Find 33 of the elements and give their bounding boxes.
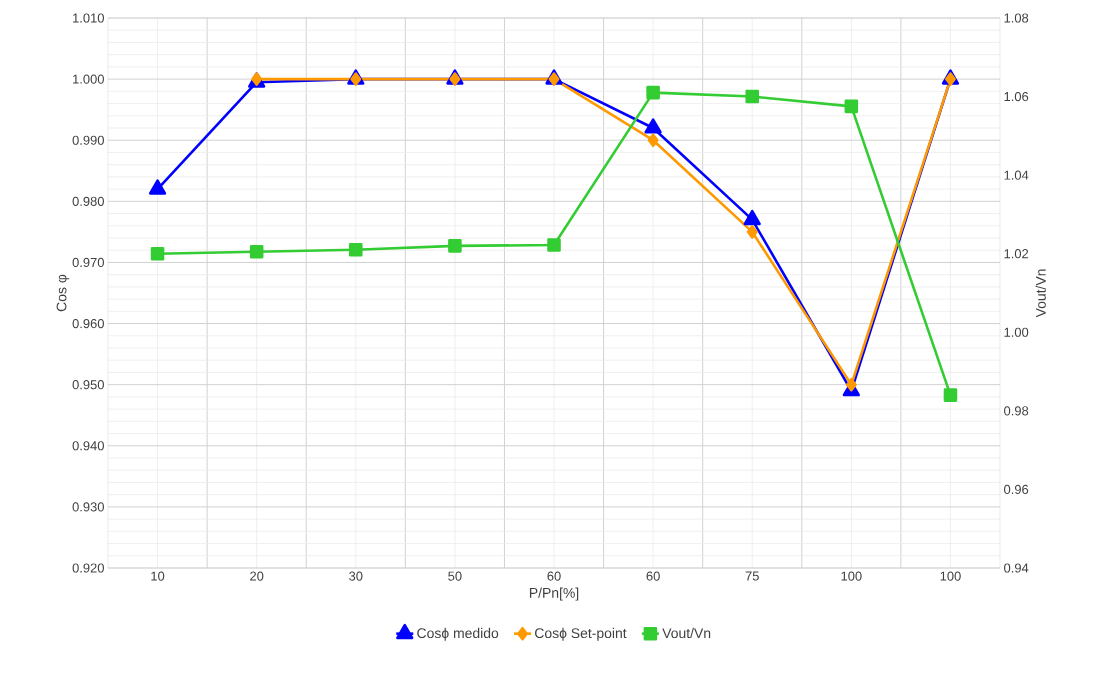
x-tick-label: 50 bbox=[448, 571, 462, 581]
y2-axis-title: Vout/Vn bbox=[1035, 269, 1046, 318]
x-tick-label: 100 bbox=[940, 571, 961, 581]
y-tick-label: 0.970 bbox=[72, 257, 104, 268]
x-axis-title: P/Pn[%] bbox=[529, 587, 579, 601]
legend-label: Cosϕ Set-point bbox=[535, 627, 627, 641]
x-tick-label: 20 bbox=[250, 571, 264, 581]
x-tick-label: 60 bbox=[646, 571, 660, 581]
y2-tick-label: 1.02 bbox=[1004, 249, 1029, 259]
x-tick-label: 30 bbox=[349, 571, 363, 581]
y-tick-label: 0.930 bbox=[72, 502, 104, 512]
y2-tick-label: 0.98 bbox=[1004, 406, 1029, 416]
y-tick-label: 0.940 bbox=[72, 441, 104, 451]
y-tick-label: 0.990 bbox=[72, 135, 104, 145]
x-tick-label: 75 bbox=[745, 571, 759, 581]
y-tick-label: 0.980 bbox=[72, 196, 104, 206]
x-tick-label: 100 bbox=[841, 571, 862, 581]
y-tick-label: 0.960 bbox=[72, 318, 104, 329]
y-axis-title: Cos φ bbox=[56, 274, 70, 312]
y2-tick-label: 0.94 bbox=[1004, 563, 1029, 573]
y2-tick-label: 1.00 bbox=[1004, 327, 1029, 337]
legend-label: Cosϕ medido bbox=[417, 627, 499, 641]
y-tick-label: 0.950 bbox=[72, 380, 104, 390]
y2-tick-label: 0.96 bbox=[1004, 484, 1029, 495]
y-tick-label: 1.010 bbox=[73, 13, 104, 23]
x-tick-label: 60 bbox=[547, 571, 561, 581]
y2-tick-label: 1.06 bbox=[1004, 91, 1029, 102]
legend-label: Vout/Vn bbox=[662, 627, 711, 639]
y2-tick-label: 1.04 bbox=[1004, 170, 1029, 180]
y-tick-label: 0.920 bbox=[72, 563, 104, 573]
x-tick-label: 10 bbox=[151, 571, 165, 581]
y2-tick-label: 1.08 bbox=[1004, 13, 1029, 23]
y-tick-label: 1.000 bbox=[73, 74, 104, 84]
